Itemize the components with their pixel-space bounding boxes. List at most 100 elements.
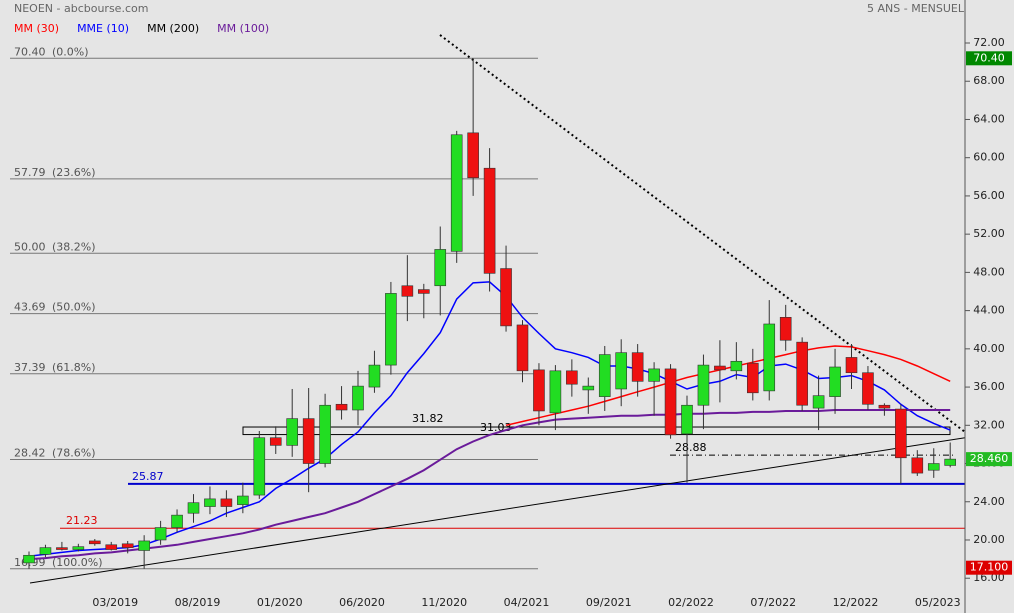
moving-average [28,409,951,561]
x-tick-label: 11/2020 [421,596,467,609]
x-tick-label: 09/2021 [586,596,632,609]
x-tick-label: 07/2022 [750,596,796,609]
x-tick-label: 02/2022 [668,596,714,609]
candle-body [549,370,562,414]
price-tag [966,452,1012,467]
y-tick-label: 72.00 [973,36,1005,49]
legend-entry: MM (30) [14,22,59,35]
fib-ratio: (0.0%) [52,45,89,58]
level-label: 28.88 [675,441,707,454]
level-label: 25.87 [132,470,164,483]
y-tick-label: 40.00 [973,342,1005,355]
candle-body [911,457,924,474]
candle-body [417,289,430,294]
x-tick-label: 12/2022 [833,596,879,609]
range-box [242,426,951,436]
y-tick-label: 60.00 [973,151,1005,164]
candle-body [138,540,150,551]
moving-average [505,345,951,427]
y-tick-label: 48.00 [973,265,1005,278]
candle-body [269,437,282,446]
fib-ratio: (78.6%) [52,447,96,460]
candle-body [105,544,118,550]
candle-body [730,360,743,372]
candle-body [302,418,315,464]
candle-body [72,546,85,550]
y-tick-label: 20.00 [973,533,1005,546]
y-tick-label: 44.00 [973,304,1005,317]
candle-body [895,408,907,459]
y-tick-label: 32.00 [973,418,1005,431]
candle-body [483,167,496,274]
candle-body [401,285,414,297]
candle-body [286,418,299,446]
candle-body [566,370,578,385]
fib-ratio: (61.8%) [52,361,96,374]
x-tick-label: 03/2019 [92,596,138,609]
candle-body [812,395,825,409]
fib-ratio: (50.0%) [52,301,96,314]
candle-body [89,540,101,545]
candle-body [154,527,167,541]
candle-body [319,404,331,464]
candle-body [878,404,891,409]
price-tag [966,51,1012,66]
candle-body [253,437,266,496]
candle-body [500,268,512,327]
x-tick-label: 01/2020 [257,596,303,609]
candle-body [944,458,957,466]
candle-body [516,324,529,372]
candle-body [582,385,595,391]
candle-body [829,366,841,397]
candle-body [23,554,35,564]
candle-body [681,404,693,435]
fib-ratio: (38.2%) [52,240,96,253]
x-tick-label: 06/2020 [339,596,385,609]
y-tick-label: 24.00 [973,495,1005,508]
price-tag [966,560,1012,575]
fib-label: 43.69 [14,301,46,314]
price-tag-label: 70.40 [973,51,1005,64]
y-tick-label: 56.00 [973,189,1005,202]
candle-body [187,502,200,514]
fib-label: 28.42 [14,447,46,460]
candle-body [615,352,628,390]
candle-body [779,316,792,341]
candle-body [237,495,249,505]
candle-body [598,354,611,397]
fib-label: 57.79 [14,166,46,179]
legend-entry: MM (200) [147,22,199,35]
candle-body [171,514,183,528]
candle-body [335,403,348,411]
candle-body [664,368,677,436]
candle-body [56,547,68,550]
legend-entry: MME (10) [77,22,129,35]
candle-body [434,249,447,287]
candle-body [220,498,233,507]
candle-body [368,364,381,388]
candle-body [927,463,940,471]
chart-title: NEOEN - abcbourse.com [14,2,148,15]
y-tick-label: 68.00 [973,74,1005,87]
candle-body [467,132,479,179]
candle-body [648,368,660,382]
legend-entry: MM (100) [217,22,269,35]
candle-body [796,341,808,406]
candle-body [450,134,463,252]
candle-body [763,323,776,392]
price-tag-label: 28.460 [970,452,1009,465]
candle-body [631,352,644,382]
fib-label: 50.00 [14,240,46,253]
plot-area: 70.40 (0.0%) 57.79 (23.6%) 50.00 (38.2%) 43.69… [10,34,966,584]
y-tick-label: 64.00 [973,112,1005,125]
x-tick-label: 04/2021 [504,596,550,609]
candle-body [746,362,759,394]
candle-body [714,365,726,371]
chart-subtitle: 5 ANS - MENSUEL [867,2,965,15]
price-tag-label: 17.100 [970,561,1009,574]
box-label: 31.82 [412,412,444,425]
x-tick-label: 08/2019 [175,596,221,609]
candle-body [204,498,216,507]
fib-ratio: (100.0%) [52,556,103,569]
